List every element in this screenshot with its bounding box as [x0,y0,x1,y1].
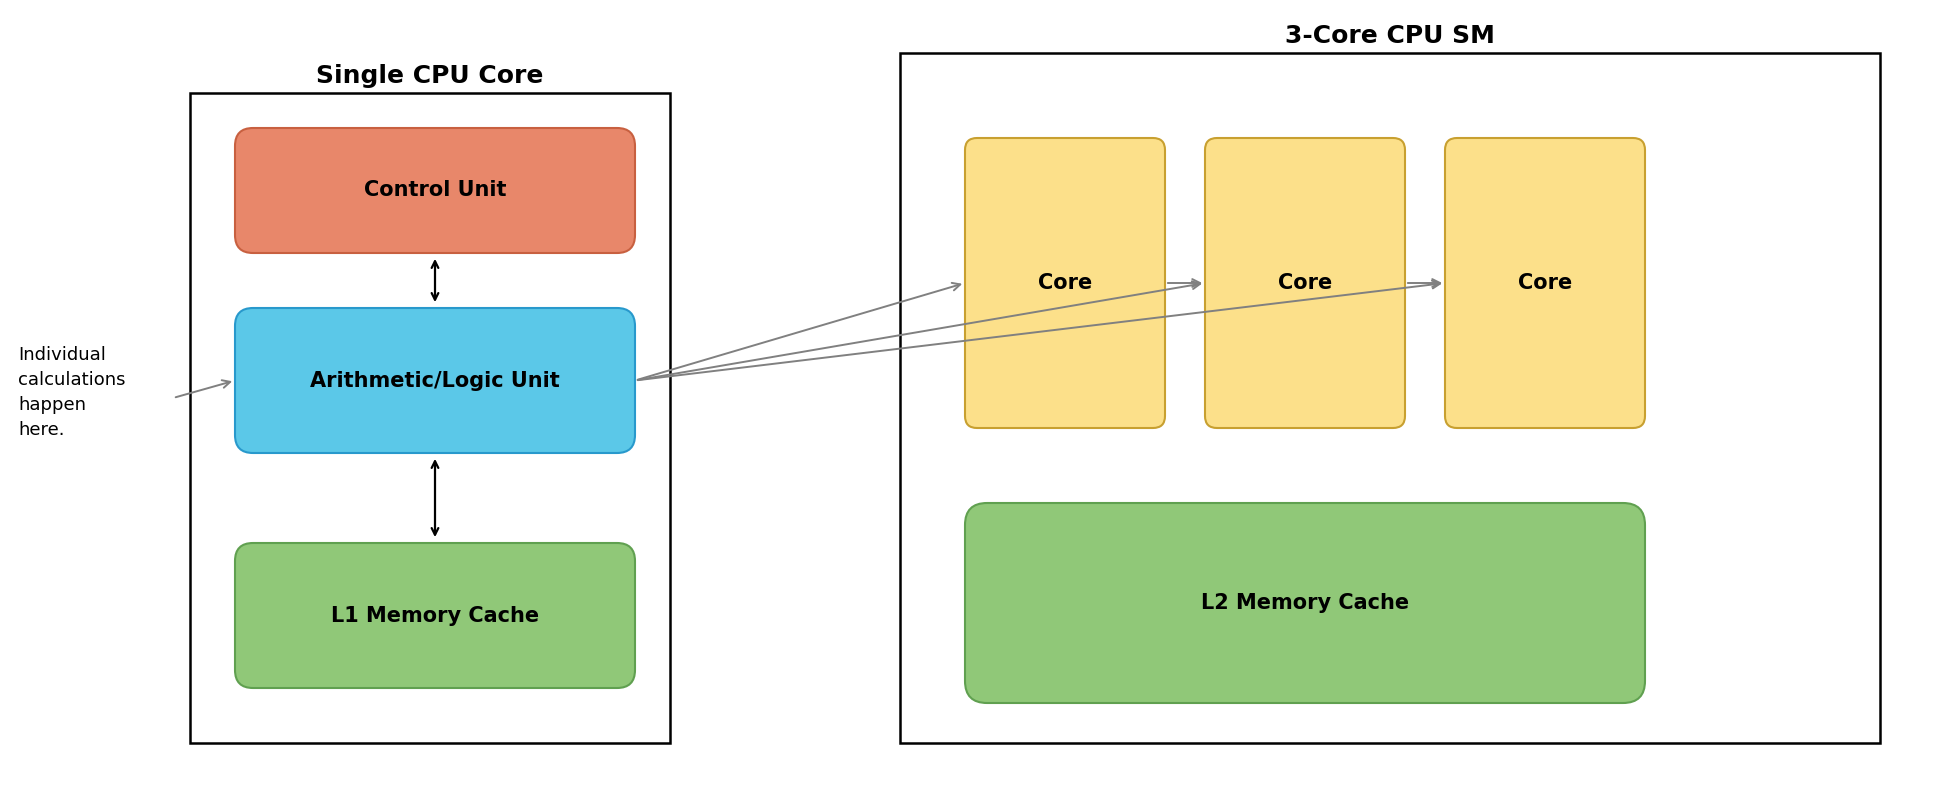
Text: L1 Memory Cache: L1 Memory Cache [330,605,540,625]
Bar [899,53,1880,743]
Text: Core: Core [1037,273,1091,293]
FancyBboxPatch shape [965,503,1645,703]
Text: Individual
calculations
happen
here.: Individual calculations happen here. [17,347,126,440]
Bar [190,93,670,743]
Text: 3-Core CPU SM: 3-Core CPU SM [1286,24,1495,48]
FancyBboxPatch shape [235,128,635,253]
Text: Core: Core [1278,273,1332,293]
Text: Arithmetic/Logic Unit: Arithmetic/Logic Unit [311,371,559,390]
Text: Control Unit: Control Unit [363,180,507,200]
Text: Single CPU Core: Single CPU Core [317,64,544,88]
FancyBboxPatch shape [235,543,635,688]
FancyBboxPatch shape [1204,138,1404,428]
FancyBboxPatch shape [1445,138,1645,428]
Text: Core: Core [1519,273,1573,293]
Text: L2 Memory Cache: L2 Memory Cache [1200,593,1410,613]
FancyBboxPatch shape [965,138,1165,428]
FancyBboxPatch shape [235,308,635,453]
